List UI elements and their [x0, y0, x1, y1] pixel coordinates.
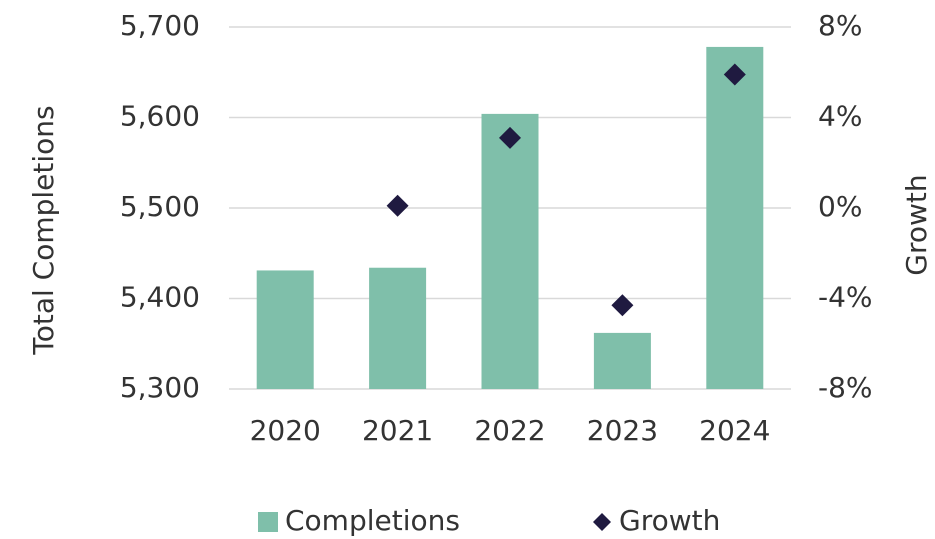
x-tick-label: 2022: [474, 414, 545, 447]
growth-marker: [611, 294, 634, 317]
bar: [593, 332, 651, 389]
legend-label: Completions: [285, 504, 460, 537]
growth-marker: [723, 63, 746, 86]
y2-tick-label: 8%: [818, 9, 862, 42]
legend-swatch: [593, 513, 611, 531]
x-tick-label: 2021: [362, 414, 433, 447]
y-tick-label: 5,300: [120, 371, 200, 404]
y-axis-label: Total Completions: [27, 105, 60, 355]
x-tick-label: 2020: [250, 414, 321, 447]
y-tick-label: 5,400: [120, 281, 200, 314]
growth-marker: [386, 194, 409, 217]
y2-tick-label: 0%: [818, 190, 862, 223]
y2-tick-label: 4%: [818, 100, 862, 133]
bar: [481, 113, 539, 389]
legend-swatch: [258, 512, 278, 532]
y2-tick-label: -4%: [818, 281, 873, 314]
legend-label: Growth: [619, 504, 720, 537]
bar: [706, 46, 764, 389]
x-tick-label: 2024: [699, 414, 770, 447]
growth-marker: [499, 126, 521, 149]
bar: [369, 267, 427, 389]
y-tick-label: 5,500: [120, 190, 200, 223]
y-tick-label: 5,600: [120, 100, 200, 133]
bar: [256, 270, 314, 389]
y-tick-label: 5,700: [120, 9, 200, 42]
y2-tick-label: -8%: [818, 371, 873, 404]
x-tick-label: 2023: [587, 414, 658, 447]
y2-axis-label: Growth: [900, 174, 933, 275]
